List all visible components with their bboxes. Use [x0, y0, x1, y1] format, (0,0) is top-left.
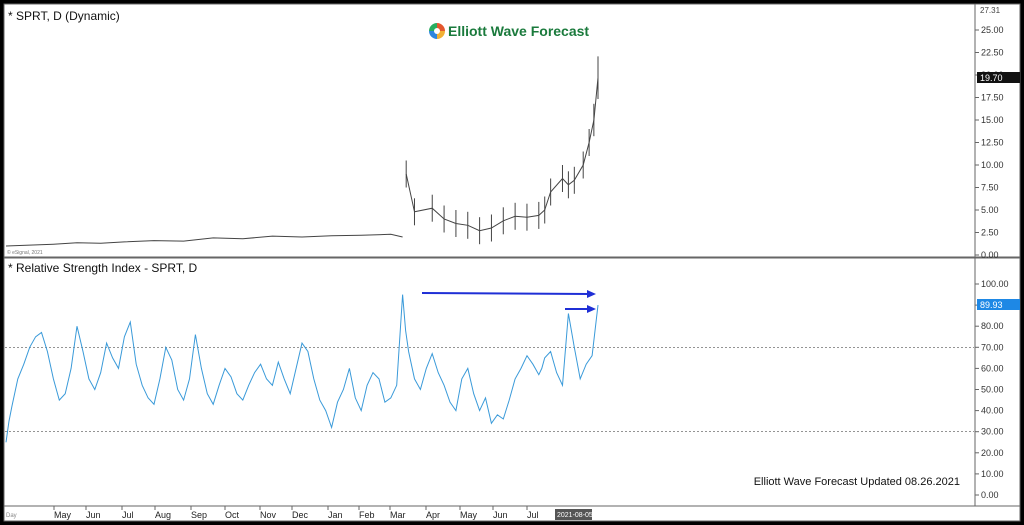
- month-label: May: [460, 510, 478, 520]
- month-label: Jul: [122, 510, 134, 520]
- price-axis[interactable]: [974, 3, 1021, 258]
- price-tick-label: 5.00: [981, 205, 999, 215]
- divergence-arrows: [421, 290, 596, 313]
- month-label: Nov: [260, 510, 277, 520]
- price-tick-label: 22.50: [981, 48, 1004, 58]
- brand-name: Elliott Wave Forecast: [448, 23, 589, 39]
- copyright-label: © eSignal, 2021: [7, 249, 43, 256]
- rsi-tick-label: 30.00: [981, 427, 1004, 437]
- month-label: Dec: [292, 510, 309, 520]
- month-labels: May Jun Jul Aug Sep Oct Nov Dec Jan Feb Mar Apr May J…: [53, 506, 539, 520]
- last-rsi-bg: [977, 299, 1020, 310]
- month-label: Jan: [328, 510, 343, 520]
- month-label: Jun: [86, 510, 101, 520]
- rsi-panel[interactable]: [3, 257, 976, 507]
- rsi-tick-label: 0.00: [981, 490, 999, 500]
- price-tick-label: 12.50: [981, 138, 1004, 148]
- rsi-line: [5, 294, 599, 443]
- rsi-tick-label: 70.00: [981, 342, 1004, 352]
- last-rsi-label: 89.93: [977, 299, 1020, 310]
- last-price-bg: [977, 72, 1020, 83]
- month-label: Jun: [493, 510, 508, 520]
- month-label: Jul: [527, 510, 539, 520]
- rsi-tick-label: 60.00: [981, 363, 1004, 373]
- cursor-date-label: 2021-08-05: [555, 509, 593, 520]
- time-corner-label: Day: [6, 513, 17, 519]
- price-tick-label: 7.50: [981, 183, 999, 193]
- month-label: Aug: [155, 510, 171, 520]
- price-panel-title: * SPRT, D (Dynamic): [8, 9, 120, 23]
- price-tick-label: 0.00: [981, 250, 999, 260]
- logo-icon: [429, 23, 445, 39]
- cursor-date-bg: [555, 509, 592, 520]
- rsi-tick-label: 100.00: [981, 279, 1009, 289]
- last-rsi-value: 89.93: [980, 300, 1003, 310]
- arrowhead-short: [587, 305, 596, 313]
- price-tick-label: 2.50: [981, 228, 999, 238]
- rsi-series: [5, 294, 599, 443]
- arrowhead-long: [587, 290, 596, 298]
- price-panel[interactable]: [3, 3, 976, 258]
- rsi-tick-label: 40.00: [981, 406, 1004, 416]
- rsi-panel-title: * Relative Strength Index - SPRT, D: [8, 261, 198, 275]
- last-price-value: 19.70: [980, 73, 1003, 83]
- time-axis[interactable]: [3, 505, 1021, 522]
- price-tick-label: 15.00: [981, 115, 1004, 125]
- rsi-tick-label: 80.00: [981, 321, 1004, 331]
- month-label: May: [54, 510, 72, 520]
- brand-logo: Elliott Wave Forecast: [429, 23, 589, 39]
- month-label: Oct: [225, 510, 240, 520]
- rsi-tick-label: 10.00: [981, 469, 1004, 479]
- price-tick-label: 25.00: [981, 25, 1004, 35]
- price-tick-label: 17.50: [981, 93, 1004, 103]
- rsi-tick-label: 20.00: [981, 448, 1004, 458]
- logo-center: [434, 28, 440, 34]
- divergence-arrow-long: [421, 292, 591, 295]
- price-axis-top-value: 27.31: [980, 6, 1001, 15]
- price-line-early: [5, 233, 403, 247]
- month-label: Mar: [390, 510, 406, 520]
- rsi-tick-labels: 100.0090.0080.0070.0060.0050.0040.0030.0…: [975, 279, 1009, 500]
- cursor-date-text: 2021-08-05: [557, 512, 593, 519]
- rsi-tick-label: 50.00: [981, 385, 1004, 395]
- update-note: Elliott Wave Forecast Updated 08.26.2021: [754, 476, 960, 488]
- price-tick-label: 10.00: [981, 160, 1004, 170]
- month-label: Sep: [191, 510, 207, 520]
- month-label: Feb: [359, 510, 375, 520]
- price-tick-labels: 25.0022.5020.0017.5015.0012.5010.007.505…: [975, 25, 1004, 260]
- month-label: Apr: [426, 510, 440, 520]
- price-series: [5, 56, 599, 247]
- last-price-label: 19.70: [977, 72, 1020, 83]
- rsi-reference-lines: [5, 346, 974, 433]
